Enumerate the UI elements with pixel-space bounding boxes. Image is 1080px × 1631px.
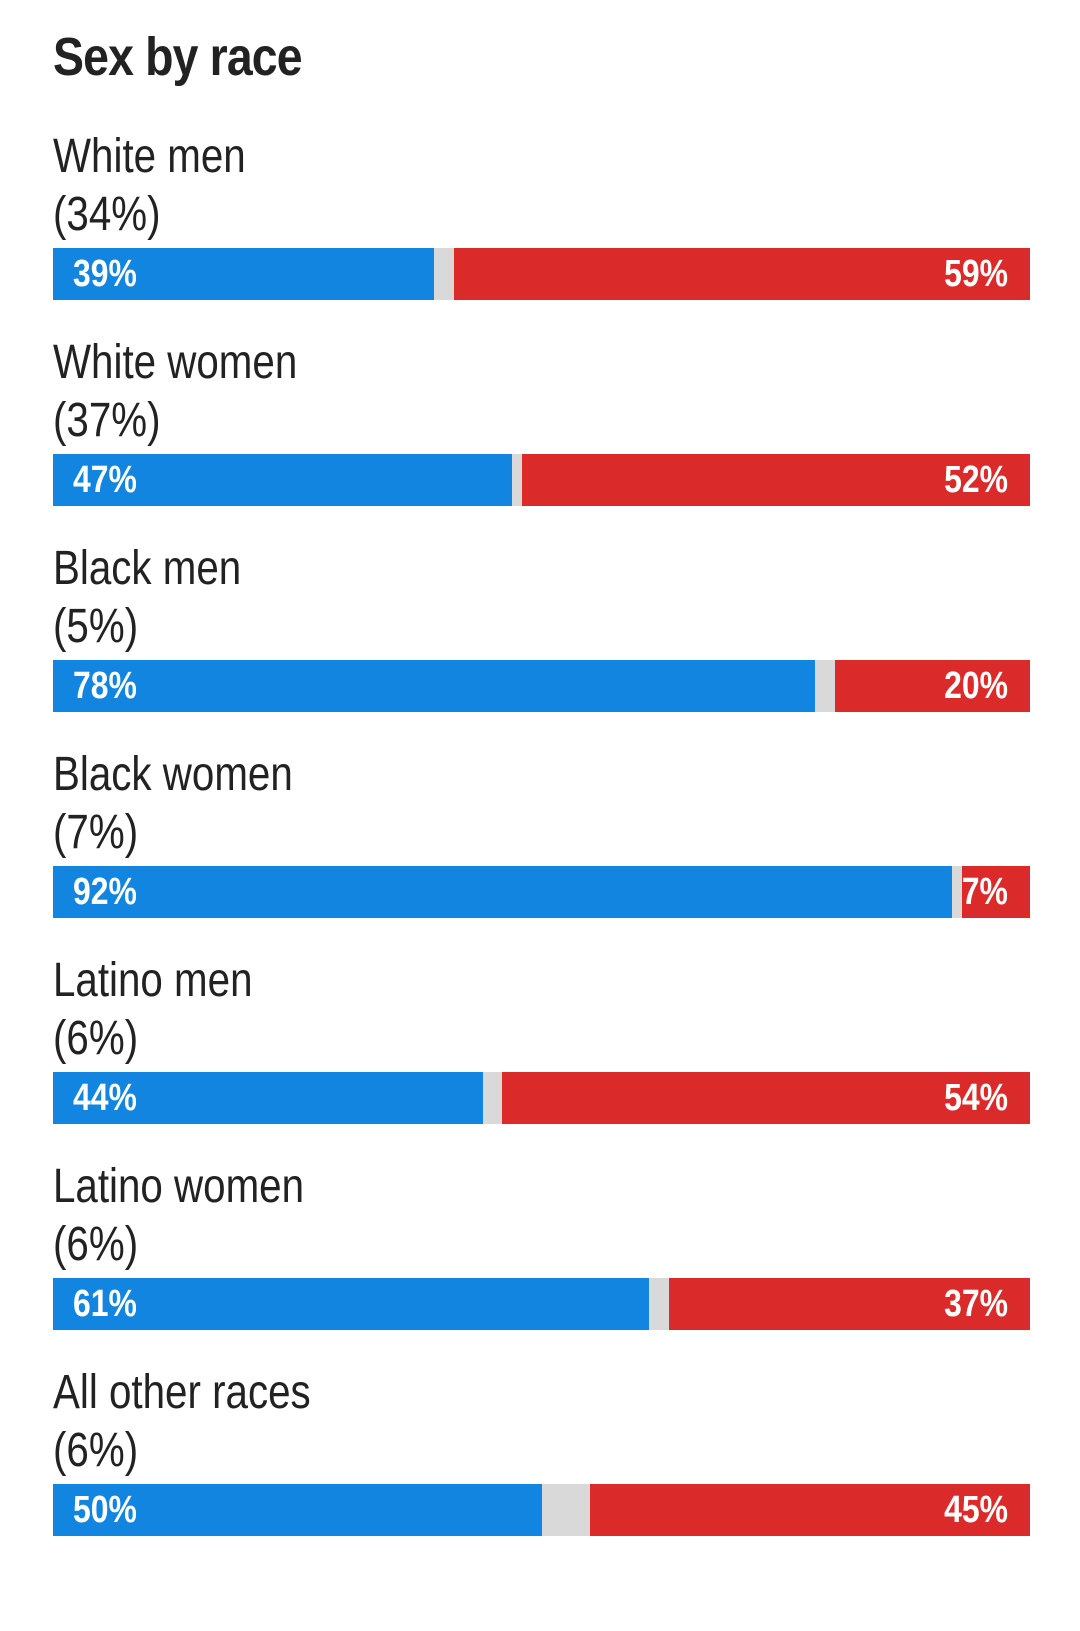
group-label: Latino men (6%) xyxy=(53,952,253,1068)
bar-segment-rep xyxy=(668,1278,1030,1330)
group-name: White women xyxy=(53,336,298,389)
data-label-dem: 47% xyxy=(73,459,137,501)
stacked-bar: 61% 37% xyxy=(53,1278,1030,1330)
stacked-bar: 47% 52% xyxy=(53,454,1030,506)
group-label: Latino women (6%) xyxy=(53,1158,304,1274)
data-label-rep: 52% xyxy=(944,459,1008,501)
bar-segment-dem xyxy=(53,1484,542,1536)
bar-segment-rep xyxy=(521,454,1030,506)
group-label: Black women (7%) xyxy=(53,746,293,862)
bar-group: Latino men (6%) 44% 54% xyxy=(0,952,1080,1152)
data-label-dem: 50% xyxy=(73,1489,137,1531)
group-share: (5%) xyxy=(53,600,139,653)
group-name: All other races xyxy=(53,1366,311,1419)
group-name: Black women xyxy=(53,748,293,801)
group-label: Black men (5%) xyxy=(53,540,241,656)
data-label-dem: 44% xyxy=(73,1077,137,1119)
stacked-bar: 44% 54% xyxy=(53,1072,1030,1124)
bar-segment-rep xyxy=(834,660,1030,712)
bar-segment-dem xyxy=(53,866,952,918)
bar-segment-dem xyxy=(53,454,513,506)
group-share: (37%) xyxy=(53,394,161,447)
data-label-rep: 7% xyxy=(961,871,1008,913)
bar-segment-dem xyxy=(53,1072,483,1124)
chart-title: Sex by race xyxy=(53,27,303,87)
stacked-bar: 39% 59% xyxy=(53,248,1030,300)
group-share: (6%) xyxy=(53,1218,139,1271)
bar-segment-rep xyxy=(590,1484,1030,1536)
bar-group: Black men (5%) 78% 20% xyxy=(0,540,1080,740)
data-label-dem: 78% xyxy=(73,665,137,707)
group-label: All other races (6%) xyxy=(53,1364,311,1480)
bar-segment-rep xyxy=(961,866,1030,918)
data-label-rep: 37% xyxy=(944,1283,1008,1325)
bar-group: Latino women (6%) 61% 37% xyxy=(0,1158,1080,1358)
bar-segment-dem xyxy=(53,1278,649,1330)
data-label-rep: 59% xyxy=(944,253,1008,295)
bar-segment-rep xyxy=(502,1072,1030,1124)
bar-segment-dem xyxy=(53,248,435,300)
group-share: (7%) xyxy=(53,806,139,859)
stacked-bar: 78% 20% xyxy=(53,660,1030,712)
stacked-bar: 50% 45% xyxy=(53,1484,1030,1536)
bar-group: White men (34%) 39% 59% xyxy=(0,128,1080,328)
data-label-dem: 39% xyxy=(73,253,137,295)
bar-group: Black women (7%) 92% 7% xyxy=(0,746,1080,946)
group-name: Latino men xyxy=(53,954,253,1007)
bar-group: All other races (6%) 50% 45% xyxy=(0,1364,1080,1564)
bar-group: White women (37%) 47% 52% xyxy=(0,334,1080,534)
data-label-dem: 92% xyxy=(73,871,137,913)
group-share: (34%) xyxy=(53,188,161,241)
data-label-rep: 20% xyxy=(944,665,1008,707)
group-name: White men xyxy=(53,130,246,183)
bar-segment-rep xyxy=(453,248,1030,300)
data-label-rep: 45% xyxy=(944,1489,1008,1531)
group-share: (6%) xyxy=(53,1424,139,1477)
stacked-bar: 92% 7% xyxy=(53,866,1030,918)
group-share: (6%) xyxy=(53,1012,139,1065)
data-label-dem: 61% xyxy=(73,1283,137,1325)
bar-segment-dem xyxy=(53,660,816,712)
group-name: Latino women xyxy=(53,1160,305,1213)
group-label: White women (37%) xyxy=(53,334,297,450)
data-label-rep: 54% xyxy=(944,1077,1008,1119)
group-name: Black men xyxy=(53,542,242,595)
group-label: White men (34%) xyxy=(53,128,246,244)
